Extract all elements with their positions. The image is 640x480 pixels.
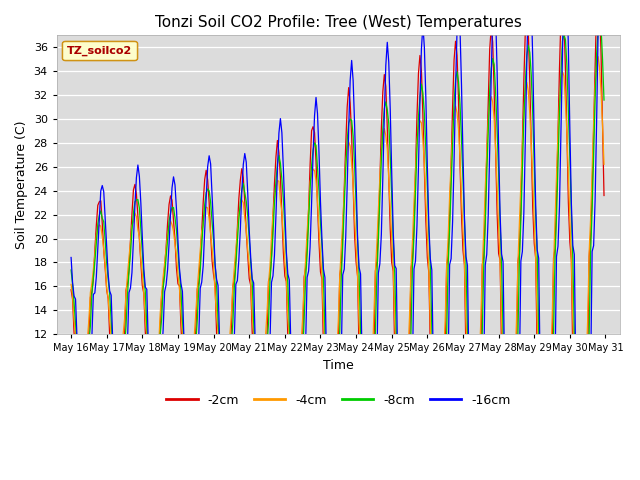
Line: -16cm: -16cm xyxy=(71,0,604,480)
-2cm xyxy=(67,287,75,293)
Y-axis label: Soil Temperature (C): Soil Temperature (C) xyxy=(15,120,28,249)
-8cm xyxy=(596,22,604,27)
-2cm xyxy=(244,252,252,257)
-16cm xyxy=(253,372,260,378)
Title: Tonzi Soil CO2 Profile: Tree (West) Temperatures: Tonzi Soil CO2 Profile: Tree (West) Temp… xyxy=(155,15,522,30)
-16cm xyxy=(132,175,140,180)
-2cm xyxy=(132,192,140,197)
-2cm xyxy=(226,354,234,360)
-4cm xyxy=(253,365,260,371)
-4cm xyxy=(244,248,252,253)
Line: -4cm: -4cm xyxy=(71,57,604,451)
-8cm xyxy=(300,316,308,322)
-8cm xyxy=(67,267,75,273)
X-axis label: Time: Time xyxy=(323,359,354,372)
-4cm xyxy=(600,161,608,167)
-2cm xyxy=(600,192,608,198)
-4cm xyxy=(594,54,602,60)
-4cm xyxy=(300,279,308,285)
-4cm xyxy=(132,214,140,219)
-8cm xyxy=(600,97,608,103)
-4cm xyxy=(577,448,584,454)
-2cm xyxy=(300,274,308,280)
-8cm xyxy=(226,358,234,364)
-16cm xyxy=(226,405,234,410)
Legend: -2cm, -4cm, -8cm, -16cm: -2cm, -4cm, -8cm, -16cm xyxy=(161,389,515,411)
-16cm xyxy=(67,254,75,260)
Line: -2cm: -2cm xyxy=(71,0,604,480)
-16cm xyxy=(570,252,578,257)
-8cm xyxy=(244,213,252,218)
-8cm xyxy=(132,197,140,203)
-16cm xyxy=(300,384,308,389)
-4cm xyxy=(226,332,234,338)
-4cm xyxy=(67,282,75,288)
-16cm xyxy=(244,190,252,196)
-4cm xyxy=(570,363,578,369)
-2cm xyxy=(253,396,260,402)
-2cm xyxy=(570,417,578,422)
-16cm xyxy=(600,32,608,37)
-8cm xyxy=(253,361,260,367)
Line: -8cm: -8cm xyxy=(71,24,604,480)
-8cm xyxy=(570,331,578,337)
